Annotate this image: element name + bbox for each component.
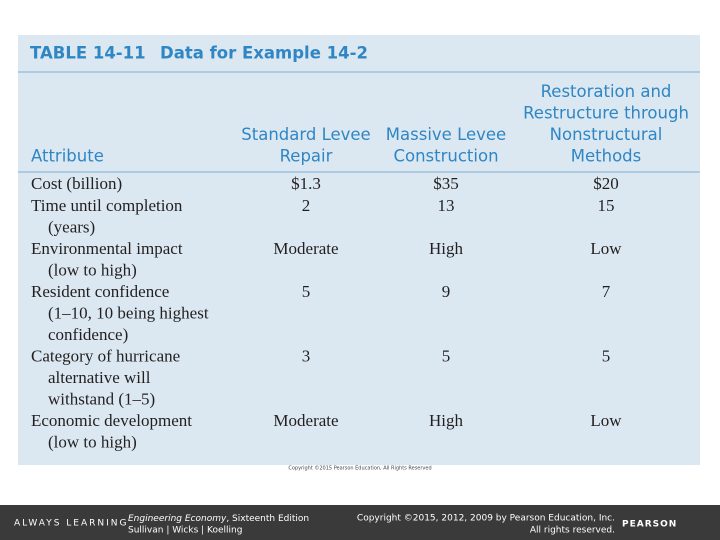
row-label: (low to high) (48, 260, 137, 279)
row-label: (1–10, 10 being highest (48, 303, 209, 322)
tagline: ALWAYS LEARNING (14, 519, 129, 529)
column-header: Standard Levee (241, 125, 370, 144)
table-copyright: Copyright ©2015 Pearson Education, All R… (288, 465, 431, 472)
row-label: Time until completion (31, 196, 183, 215)
table-panel (18, 35, 700, 465)
row-label: Economic development (31, 411, 192, 430)
cell: $1.3 (291, 174, 321, 193)
row-label: Resident confidence (31, 282, 169, 301)
cell: 9 (442, 282, 451, 301)
row-label: confidence) (48, 325, 128, 344)
column-header: Massive Levee (386, 125, 506, 144)
row-label: Cost (billion) (31, 174, 122, 193)
cell: $35 (433, 174, 459, 193)
copyright: Copyright ©2015, 2012, 2009 by Pearson E… (357, 514, 615, 524)
column-header: Methods (571, 147, 641, 166)
row-label: (years) (48, 217, 95, 236)
column-header: Nonstructural (550, 125, 663, 144)
row-label: (low to high) (48, 432, 137, 451)
column-header: Restructure through (523, 104, 689, 123)
cell: 7 (602, 282, 611, 301)
authors: Sullivan | Wicks | Koelling (128, 526, 242, 536)
publisher: PEARSON (622, 520, 677, 530)
table-label: TABLE 14-11 (30, 44, 146, 63)
column-header: Repair (280, 147, 333, 166)
column-header: Attribute (31, 147, 104, 166)
footer-bar (0, 505, 720, 540)
column-header: Construction (393, 147, 498, 166)
cell: 3 (302, 346, 311, 365)
cell: High (429, 411, 464, 430)
cell: 2 (302, 196, 311, 215)
cell: Low (590, 239, 622, 258)
cell: 13 (438, 196, 455, 215)
row-label: Category of hurricane (31, 346, 180, 365)
cell: Moderate (273, 239, 338, 258)
cell: 5 (302, 282, 311, 301)
row-label: Environmental impact (31, 239, 183, 258)
column-header: Restoration and (541, 82, 672, 101)
cell: 15 (598, 196, 615, 215)
cell: $20 (593, 174, 619, 193)
cell: 5 (602, 346, 611, 365)
book: Engineering Economy, Sixteenth Edition (128, 514, 309, 524)
cell: Moderate (273, 411, 338, 430)
book-title: Engineering Economy (128, 514, 227, 524)
table-title: Data for Example 14-2 (160, 44, 368, 63)
copyright: All rights reserved. (530, 526, 615, 536)
row-label: withstand (1–5) (48, 389, 155, 408)
cell: Low (590, 411, 622, 430)
book-edition: , Sixteenth Edition (226, 514, 309, 524)
row-label: alternative will (48, 368, 151, 387)
cell: High (429, 239, 464, 258)
cell: 5 (442, 346, 451, 365)
